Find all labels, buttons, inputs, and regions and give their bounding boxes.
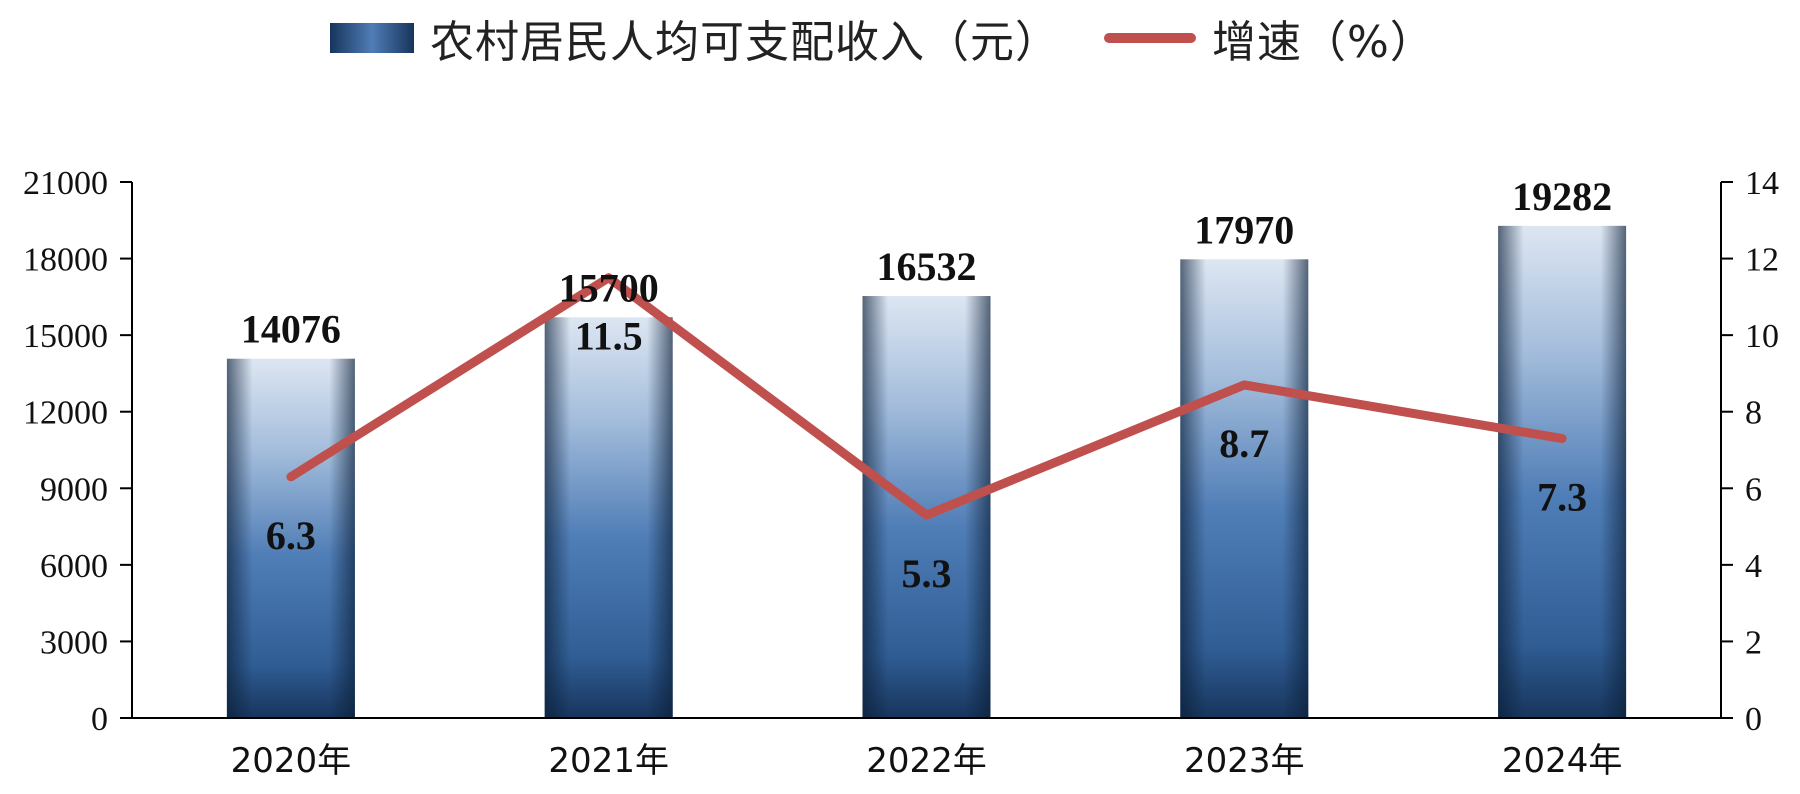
bar-value-label: 14076 xyxy=(241,307,341,352)
bar-shade-2023年 xyxy=(1180,259,1309,718)
left-tick-label: 18000 xyxy=(23,242,108,279)
right-tick-label: 10 xyxy=(1745,318,1779,355)
growth-point xyxy=(1243,384,1245,386)
left-tick-label: 15000 xyxy=(23,318,108,355)
growth-value-label: 5.3 xyxy=(902,551,952,596)
right-tick-label: 14 xyxy=(1745,165,1779,202)
growth-value-label: 8.7 xyxy=(1219,421,1269,466)
category-label: 2022年 xyxy=(866,741,987,781)
category-label: 2020年 xyxy=(231,741,352,781)
growth-point xyxy=(290,476,292,478)
left-tick-label: 12000 xyxy=(23,395,108,432)
category-label: 2023年 xyxy=(1184,741,1305,781)
right-tick-label: 0 xyxy=(1745,701,1762,738)
right-tick-label: 6 xyxy=(1745,471,1762,508)
legend-bar-swatch xyxy=(330,23,414,53)
right-tick-label: 2 xyxy=(1745,624,1762,661)
left-tick-label: 21000 xyxy=(23,165,108,202)
category-label: 2024年 xyxy=(1502,741,1623,781)
left-tick-label: 6000 xyxy=(40,548,108,585)
bar-value-label: 19282 xyxy=(1512,174,1612,219)
bar-value-label: 16532 xyxy=(877,244,977,289)
growth-point xyxy=(1561,438,1563,440)
bar-shade-2021年 xyxy=(544,317,673,718)
legend-growth-label: 增速（%） xyxy=(1212,17,1435,68)
bar-value-label: 15700 xyxy=(559,265,659,310)
bar-value-label: 17970 xyxy=(1194,207,1294,252)
legend-line-swatch xyxy=(1104,33,1196,43)
growth-value-label: 11.5 xyxy=(575,314,643,359)
growth-point xyxy=(608,277,610,279)
left-tick-label: 0 xyxy=(91,701,108,738)
legend-item-growth: 增速（%） xyxy=(1104,6,1435,70)
category-label: 2021年 xyxy=(548,741,669,781)
growth-value-label: 6.3 xyxy=(266,513,316,558)
right-tick-label: 12 xyxy=(1745,242,1779,279)
growth-point xyxy=(926,514,927,516)
bar-shade-2020年 xyxy=(226,358,355,718)
right-tick-label: 8 xyxy=(1745,395,1762,432)
bar-shade-2024年 xyxy=(1498,225,1627,718)
left-tick-label: 9000 xyxy=(40,471,108,508)
bar-shade-2022年 xyxy=(862,296,991,718)
left-tick-label: 3000 xyxy=(40,624,108,661)
growth-value-label: 7.3 xyxy=(1537,475,1587,520)
legend-income-label: 农村居民人均可支配收入（元） xyxy=(430,17,1060,68)
right-tick-label: 4 xyxy=(1745,548,1762,585)
legend: 农村居民人均可支配收入（元） 增速（%） xyxy=(330,8,1435,68)
legend-item-income: 农村居民人均可支配收入（元） xyxy=(330,6,1060,70)
